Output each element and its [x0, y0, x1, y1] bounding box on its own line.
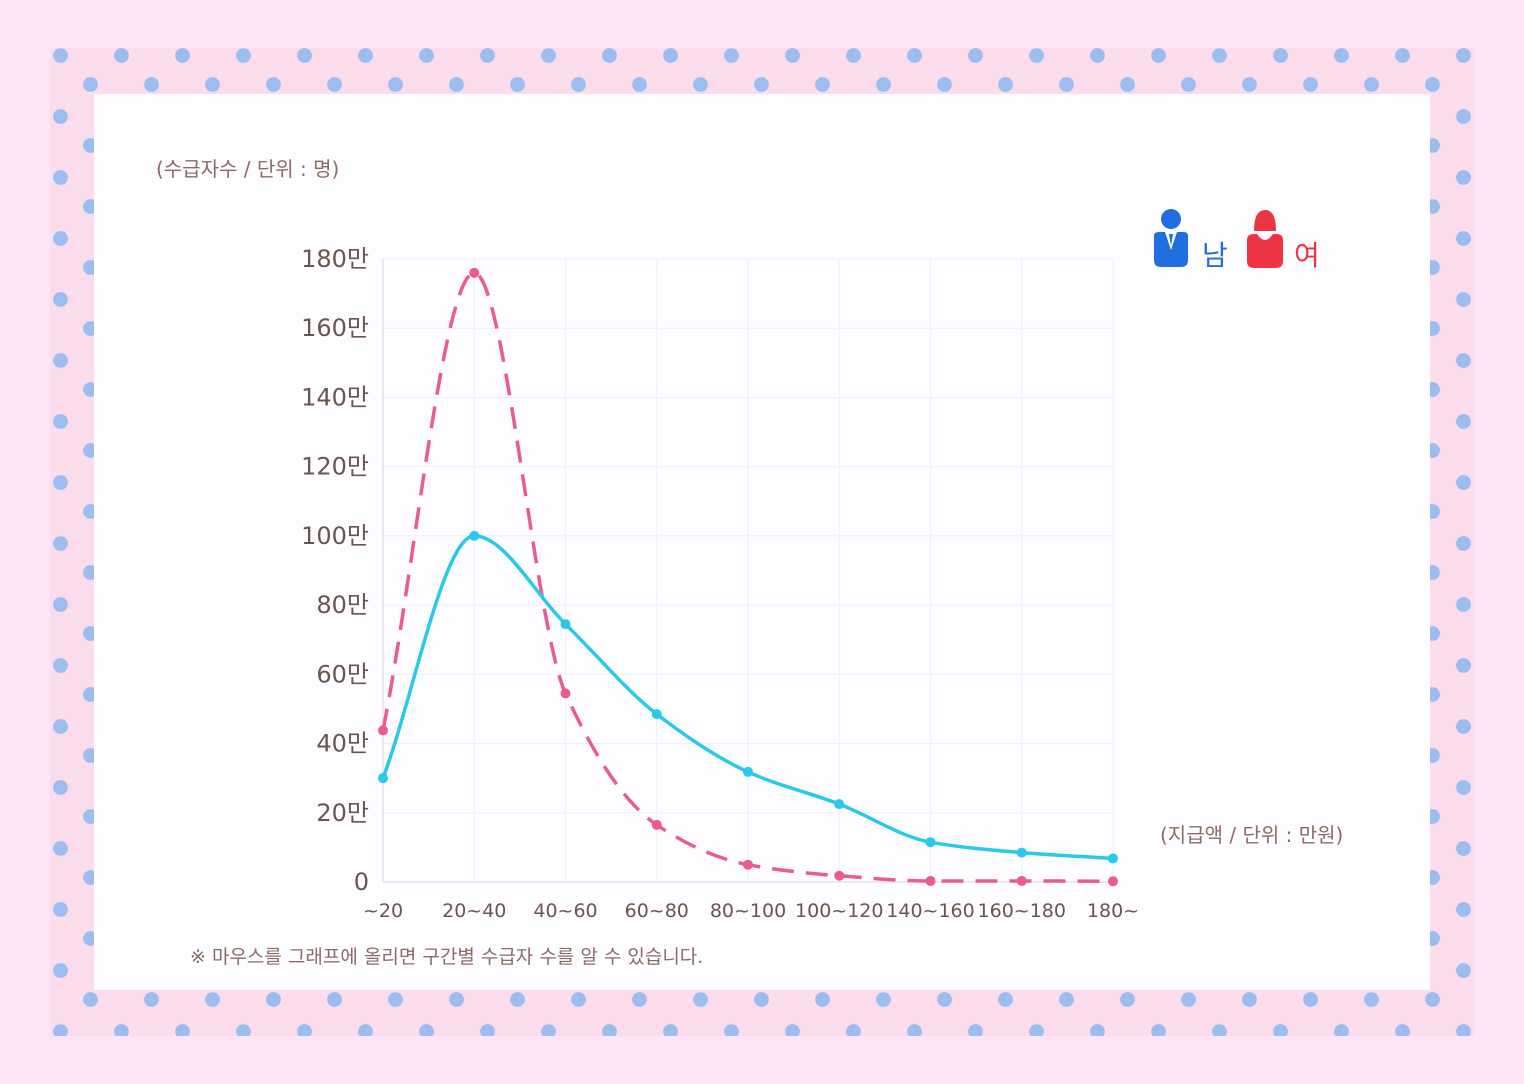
data-point-female[interactable] [834, 870, 845, 881]
x-tick-label: ~20 [363, 900, 403, 922]
data-point-female[interactable] [560, 688, 571, 699]
y-tick-label: 60만 [316, 660, 369, 688]
hover-instruction-note: ※ 마우스를 그래프에 올리면 구간별 수급자 수를 알 수 있습니다. [190, 946, 704, 968]
x-tick-label: 180~ [1087, 900, 1139, 922]
y-tick-label: 20만 [316, 799, 369, 827]
data-point-male[interactable] [469, 530, 480, 541]
y-tick-label: 100만 [301, 522, 369, 550]
y-tick-label: 180만 [301, 245, 369, 273]
data-point-male[interactable] [560, 619, 571, 630]
y-axis-unit-label: (수급자수 / 단위 : 명) [156, 157, 340, 181]
x-axis-unit-label: (지급액 / 단위 : 만원) [1160, 823, 1344, 847]
data-point-male[interactable] [1108, 853, 1118, 864]
data-point-female[interactable] [651, 819, 662, 830]
x-tick-label: 160~180 [978, 900, 1066, 922]
data-point-female[interactable] [378, 725, 388, 736]
data-point-male[interactable] [925, 837, 936, 848]
data-point-female[interactable] [1108, 876, 1118, 887]
legend-label-female: 여 [1294, 239, 1320, 272]
data-point-female[interactable] [925, 875, 936, 886]
y-tick-label: 80만 [316, 591, 369, 619]
data-point-female[interactable] [1016, 875, 1027, 886]
y-tick-label: 140만 [301, 383, 369, 411]
data-point-male[interactable] [834, 799, 845, 810]
x-tick-label: 80~100 [710, 900, 786, 922]
y-tick-label: 0 [354, 868, 369, 896]
data-point-male[interactable] [743, 766, 753, 777]
x-tick-label: 140~160 [886, 900, 974, 922]
x-tick-label: 100~120 [795, 900, 883, 922]
data-point-female[interactable] [469, 267, 480, 278]
legend-label-male: 남 [1202, 239, 1228, 272]
x-tick-label: 40~60 [533, 900, 597, 922]
female-person-icon [1247, 210, 1283, 268]
chart-panel [94, 94, 1430, 990]
y-tick-label: 120만 [301, 453, 369, 481]
male-person-icon [1154, 209, 1188, 267]
x-tick-label: 60~80 [625, 900, 689, 922]
data-point-male[interactable] [378, 773, 388, 784]
data-point-female[interactable] [743, 859, 753, 870]
x-tick-label: 20~40 [442, 900, 506, 922]
data-point-male[interactable] [651, 709, 662, 720]
data-point-male[interactable] [1016, 847, 1027, 858]
y-tick-label: 160만 [301, 314, 369, 342]
chart-legend: 남 여 [1150, 206, 1340, 276]
y-tick-label: 40만 [316, 730, 369, 758]
